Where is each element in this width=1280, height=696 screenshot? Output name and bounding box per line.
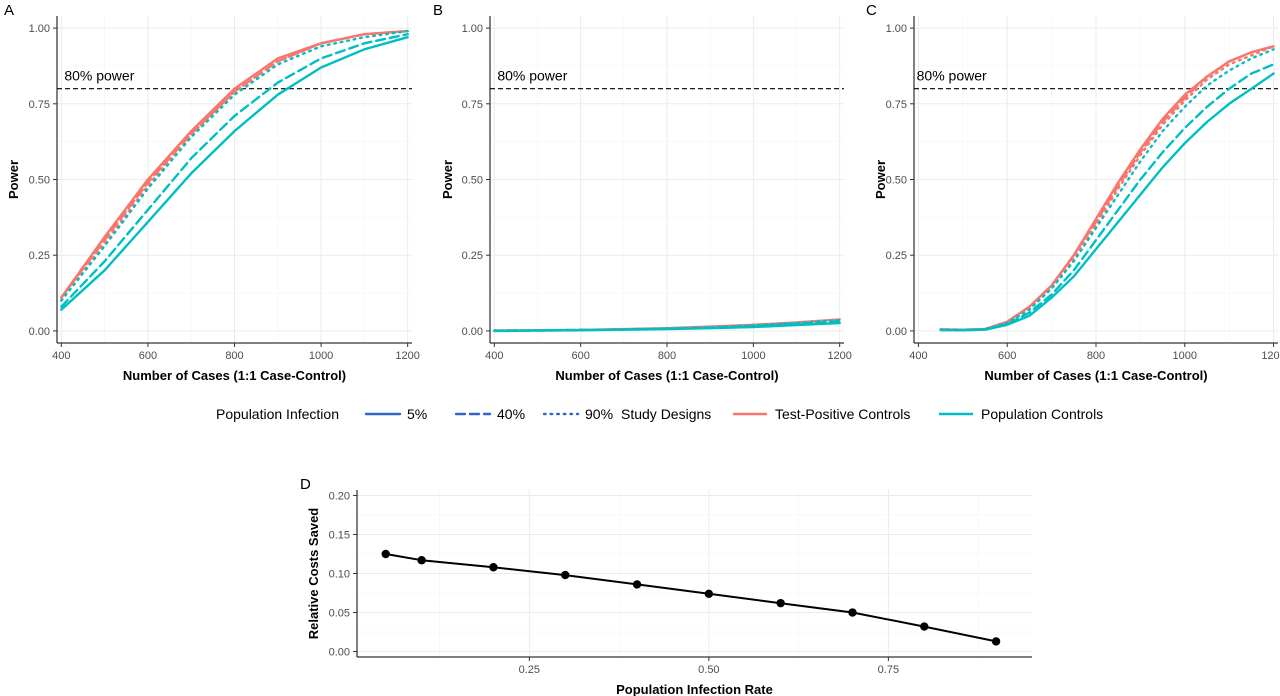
x-tick-label: 1200 bbox=[395, 350, 419, 362]
x-tick-label: 0.25 bbox=[519, 664, 540, 676]
x-tick-label: 400 bbox=[52, 350, 70, 362]
y-axis-title: Relative Costs Saved bbox=[306, 508, 321, 640]
reference-line-label: 80% power bbox=[64, 68, 134, 84]
y-tick-label: 0.00 bbox=[886, 326, 907, 338]
x-tick-label: 0.50 bbox=[698, 664, 719, 676]
y-tick-label: 0.00 bbox=[329, 647, 350, 659]
y-axis-title: Power bbox=[6, 160, 21, 199]
y-tick-label: 0.75 bbox=[886, 99, 907, 111]
y-tick-label: 1.00 bbox=[29, 23, 50, 35]
panel-label: A bbox=[4, 2, 14, 19]
cost-saved-point bbox=[417, 556, 426, 565]
legend-label-infection: 90% bbox=[585, 406, 613, 422]
y-tick-label: 0.25 bbox=[29, 250, 50, 262]
x-tick-label: 600 bbox=[998, 350, 1016, 362]
series-line bbox=[60, 29, 409, 302]
y-tick-label: 0.50 bbox=[462, 175, 483, 187]
cost-saved-point bbox=[920, 622, 929, 631]
x-axis-title: Number of Cases (1:1 Case-Control) bbox=[984, 368, 1207, 383]
panel-c: 400 600 800 1000 1200 0.00 0.25 0.50 0.75 1.00 Num… bbox=[866, 2, 1280, 383]
x-tick-label: 600 bbox=[139, 350, 157, 362]
x-tick-label: 600 bbox=[571, 350, 589, 362]
x-tick-label: 1200 bbox=[827, 350, 851, 362]
cost-saved-point bbox=[776, 598, 785, 608]
x-tick-label: 800 bbox=[1087, 350, 1105, 362]
panel-a: 400 600 800 1000 1200 0.00 0.25 0.50 0.75 1.00 Num… bbox=[4, 2, 420, 383]
y-axis-title: Power bbox=[440, 160, 455, 199]
y-tick-label: 0.15 bbox=[329, 529, 350, 541]
y-tick-label: 0.20 bbox=[329, 490, 350, 502]
panel-label: C bbox=[866, 2, 877, 19]
y-tick-label: 0.25 bbox=[886, 250, 907, 262]
series-line bbox=[60, 33, 409, 308]
panel-b: 400 600 800 1000 1200 0.00 0.25 0.50 0.75 1.00 Num… bbox=[433, 2, 852, 383]
x-tick-label: 1200 bbox=[1261, 350, 1280, 362]
x-tick-label: 1000 bbox=[741, 350, 765, 362]
cost-saved-point bbox=[848, 608, 857, 617]
y-tick-label: 1.00 bbox=[886, 23, 907, 35]
y-tick-label: 0.05 bbox=[329, 608, 350, 620]
series-line bbox=[939, 45, 1275, 331]
legend: Population Infection 5% 40% 90% Study Design… bbox=[216, 406, 1103, 422]
reference-line-label: 80% power bbox=[497, 68, 567, 84]
x-tick-label: 1000 bbox=[309, 350, 333, 362]
x-tick-label: 400 bbox=[909, 350, 927, 362]
y-tick-label: 0.50 bbox=[886, 175, 907, 187]
legend-title-infection: Population Infection bbox=[216, 406, 339, 422]
y-tick-label: 0.75 bbox=[29, 99, 50, 111]
legend-label-infection: 5% bbox=[407, 406, 427, 422]
x-tick-label: 800 bbox=[658, 350, 676, 362]
panel-label: D bbox=[300, 476, 311, 493]
y-tick-label: 0.25 bbox=[462, 250, 483, 262]
panel-label: B bbox=[433, 2, 443, 19]
series-line bbox=[939, 63, 1275, 332]
series-line bbox=[939, 48, 1275, 332]
y-tick-label: 0.00 bbox=[462, 326, 483, 338]
cost-saved-point bbox=[632, 580, 642, 589]
cost-saved-line bbox=[385, 553, 997, 643]
series-line bbox=[60, 29, 409, 302]
reference-line-label: 80% power bbox=[917, 68, 987, 84]
x-axis-title: Population Infection Rate bbox=[616, 682, 773, 696]
panel-d: 0.25 0.50 0.75 0.00 0.05 0.10 0.15 0.20 Populati… bbox=[300, 476, 1032, 696]
legend-label-infection: 40% bbox=[497, 406, 525, 422]
legend-title-design: Study Designs bbox=[621, 406, 711, 422]
series-line bbox=[60, 36, 409, 311]
y-tick-label: 0.10 bbox=[329, 569, 350, 581]
x-axis-title: Number of Cases (1:1 Case-Control) bbox=[555, 368, 778, 383]
x-tick-label: 1000 bbox=[1173, 350, 1197, 362]
x-tick-label: 400 bbox=[485, 350, 503, 362]
series-line bbox=[493, 318, 841, 332]
cost-saved-point bbox=[991, 637, 1001, 646]
cost-saved-point bbox=[561, 570, 570, 580]
cost-saved-point bbox=[704, 589, 714, 598]
legend-label-design: Population Controls bbox=[981, 406, 1103, 422]
series-line bbox=[939, 45, 1275, 331]
y-tick-label: 0.00 bbox=[29, 326, 50, 338]
y-tick-label: 0.50 bbox=[29, 175, 50, 187]
x-axis-title: Number of Cases (1:1 Case-Control) bbox=[123, 368, 346, 383]
legend-label-design: Test-Positive Controls bbox=[775, 406, 910, 422]
x-tick-label: 0.75 bbox=[878, 664, 899, 676]
x-tick-label: 800 bbox=[225, 350, 243, 362]
y-tick-label: 1.00 bbox=[462, 23, 483, 35]
cost-saved-point bbox=[381, 549, 390, 559]
y-axis-title: Power bbox=[873, 160, 888, 199]
cost-saved-point bbox=[489, 563, 498, 572]
y-tick-label: 0.75 bbox=[462, 99, 483, 111]
